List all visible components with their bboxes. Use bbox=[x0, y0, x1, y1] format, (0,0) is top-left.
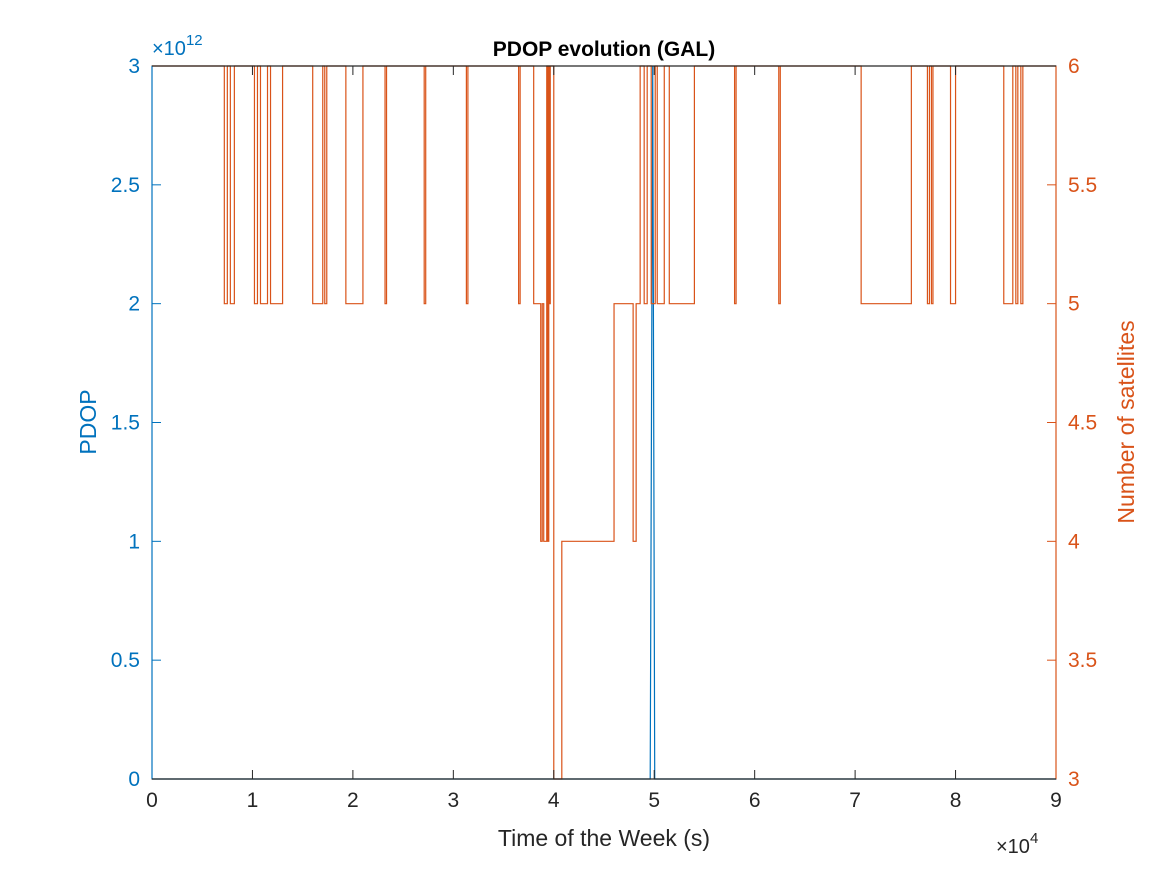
x-axis-label: Time of the Week (s) bbox=[498, 825, 710, 851]
y-left-tick-label: 0 bbox=[128, 768, 140, 791]
y-left-tick-label: 2.5 bbox=[111, 174, 140, 197]
x-tick-label: 6 bbox=[749, 789, 761, 812]
y-right-tick-label: 6 bbox=[1068, 55, 1080, 78]
plot-area bbox=[151, 65, 1057, 780]
x-exponent: ×104 bbox=[996, 830, 1038, 858]
x-tick-label: 0 bbox=[146, 789, 158, 812]
x-tick-label: 4 bbox=[548, 789, 560, 812]
x-exponent-base: ×10 bbox=[996, 836, 1030, 858]
x-tick-label: 8 bbox=[950, 789, 962, 812]
y-right-tick-label: 3 bbox=[1068, 768, 1080, 791]
x-exponent-power: 4 bbox=[1030, 830, 1038, 847]
y-left-exponent-power: 12 bbox=[186, 32, 203, 49]
y-right-tick-label: 4 bbox=[1068, 530, 1080, 553]
x-tick-label: 1 bbox=[247, 789, 259, 812]
y-left-tick-label: 2 bbox=[128, 293, 140, 316]
y-left-axis-label: PDOP bbox=[75, 389, 101, 454]
series-line-satellites bbox=[152, 65, 1056, 780]
axes-layer: 0 1 2 3 4 5 6 7 8 9 0 0.5 1 1.5 2 2.5 3 3 3.5 4 4.5 5 5.5 6 bbox=[111, 55, 1097, 812]
y-left-exponent: ×1012 bbox=[152, 32, 203, 60]
y-left-exponent-base: ×10 bbox=[152, 38, 186, 60]
x-tick-label: 7 bbox=[849, 789, 861, 812]
y-left-tick-label: 3 bbox=[128, 55, 140, 78]
x-tick-label: 2 bbox=[347, 789, 359, 812]
y-right-tick-label: 5 bbox=[1068, 293, 1080, 316]
y-left-tick-label: 1 bbox=[128, 530, 140, 553]
y-right-tick-label: 4.5 bbox=[1068, 412, 1097, 435]
x-tick-label: 5 bbox=[648, 789, 660, 812]
y-left-tick-label: 0.5 bbox=[111, 649, 140, 672]
y-right-tick-label: 3.5 bbox=[1068, 649, 1097, 672]
chart-title: PDOP evolution (GAL) bbox=[493, 38, 715, 61]
y-right-axis-label: Number of satellites bbox=[1113, 320, 1139, 523]
y-right-tick-label: 5.5 bbox=[1068, 174, 1097, 197]
y-left-tick-label: 1.5 bbox=[111, 412, 140, 435]
x-tick-label: 9 bbox=[1050, 789, 1062, 812]
x-tick-label: 3 bbox=[447, 789, 459, 812]
